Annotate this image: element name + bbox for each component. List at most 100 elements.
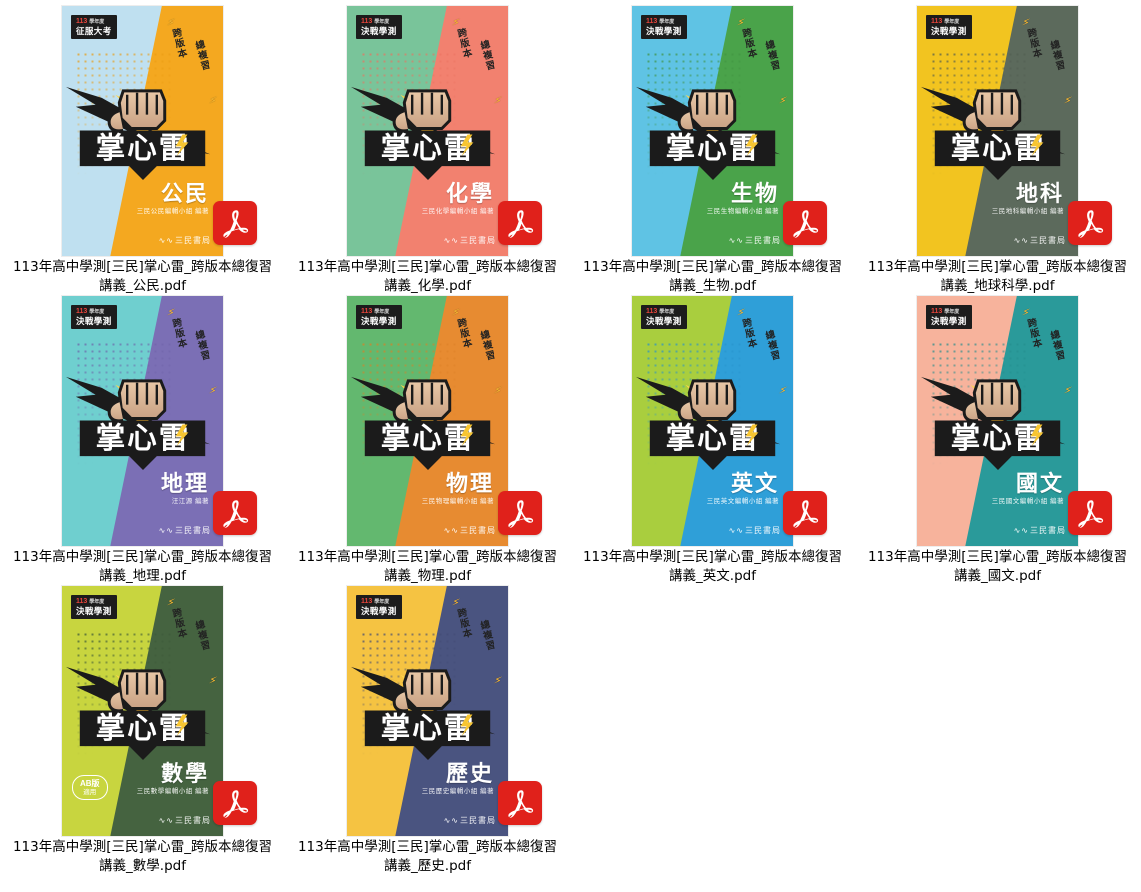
pdf-file-icon[interactable] bbox=[783, 201, 827, 245]
vertical-slogan: 跨版本 總複習 bbox=[438, 602, 500, 682]
file-item-歷史[interactable]: 113 學年度 決戰學測 ⚡ ⚡ 跨版本 總複習 bbox=[285, 580, 570, 874]
vertical-slogan: 跨版本 總複習 bbox=[438, 22, 500, 102]
fist-lightning-logo: 掌心雷 bbox=[347, 651, 508, 766]
thumbnail[interactable]: 113 學年度 決戰學測 ⚡ ⚡ 跨版本 總複習 bbox=[0, 290, 285, 547]
cover-author-line: 三民物理編輯小組 編著 bbox=[421, 497, 494, 505]
file-item-生物[interactable]: 113 學年度 決戰學測 ⚡ ⚡ 跨版本 總複習 bbox=[570, 0, 855, 294]
file-item-公民[interactable]: 113 學年度 征服大考 ⚡ ⚡ 跨版本 總複習 bbox=[0, 0, 285, 294]
badge-year: 113 學年度 bbox=[646, 308, 675, 315]
fist-lightning-graphic: 掌心雷 bbox=[635, 376, 781, 471]
vertical-slogan: 跨版本 總複習 bbox=[723, 312, 785, 392]
thumbnail[interactable]: 113 學年度 決戰學測 ⚡ ⚡ 跨版本 總複習 bbox=[570, 290, 855, 547]
file-item-英文[interactable]: 113 學年度 決戰學測 ⚡ ⚡ 跨版本 總複習 bbox=[570, 290, 855, 584]
publisher-mark: ∿∿三民書局 bbox=[443, 236, 496, 245]
slogan-cross-edition: 跨版本 bbox=[169, 27, 188, 61]
cover-author-line: 汪江源 編著 bbox=[171, 497, 209, 505]
pdf-file-icon[interactable] bbox=[498, 201, 542, 245]
svg-text:掌心雷: 掌心雷 bbox=[666, 130, 761, 165]
cover-author-line: 三民歷史編輯小組 編著 bbox=[421, 787, 494, 795]
file-item-國文[interactable]: 113 學年度 決戰學測 ⚡ ⚡ 跨版本 總複習 bbox=[855, 290, 1140, 584]
adobe-acrobat-glyph bbox=[223, 210, 249, 238]
badge-label: 決戰學測 bbox=[76, 315, 112, 326]
file-item-地科[interactable]: 113 學年度 決戰學測 ⚡ ⚡ 跨版本 總複習 bbox=[855, 0, 1140, 294]
vertical-slogan: 跨版本 總複習 bbox=[153, 22, 215, 102]
slogan-full-review: 總複習 bbox=[477, 39, 496, 73]
svg-text:掌心雷: 掌心雷 bbox=[381, 130, 476, 165]
publisher-mark: ∿∿三民書局 bbox=[728, 236, 781, 245]
slogan-cross-edition: 跨版本 bbox=[1024, 317, 1043, 351]
svg-text:掌心雷: 掌心雷 bbox=[381, 420, 476, 455]
exam-badge: 113 學年度 決戰學測 bbox=[71, 595, 117, 619]
thumbnail[interactable]: 113 學年度 決戰學測 ⚡ ⚡ 跨版本 總複習 bbox=[855, 290, 1140, 547]
pdf-file-icon[interactable] bbox=[498, 491, 542, 535]
cover-author-line: 三民生物編輯小組 編著 bbox=[706, 207, 779, 215]
fist-lightning-graphic: 掌心雷 bbox=[65, 666, 211, 761]
exam-badge: 113 學年度 決戰學測 bbox=[926, 15, 972, 39]
thumbnail[interactable]: 113 學年度 決戰學測 ⚡ ⚡ 跨版本 總複習 bbox=[285, 0, 570, 257]
pdf-file-icon[interactable] bbox=[498, 781, 542, 825]
file-item-數學[interactable]: 113 學年度 決戰學測 ⚡ ⚡ 跨版本 總複習 bbox=[0, 580, 285, 874]
exam-badge: 113 學年度 決戰學測 bbox=[71, 305, 117, 329]
fist-lightning-graphic: 掌心雷 bbox=[350, 86, 496, 181]
pdf-file-icon[interactable] bbox=[1068, 491, 1112, 535]
fist-lightning-logo: 掌心雷 bbox=[632, 361, 793, 476]
file-item-物理[interactable]: 113 學年度 決戰學測 ⚡ ⚡ 跨版本 總複習 bbox=[285, 290, 570, 584]
fist-lightning-graphic: 掌心雷 bbox=[350, 666, 496, 761]
book-cover-thumbnail: 113 學年度 決戰學測 ⚡ ⚡ 跨版本 總複習 bbox=[631, 295, 794, 547]
slogan-cross-edition: 跨版本 bbox=[739, 27, 758, 61]
adobe-acrobat-glyph bbox=[223, 500, 249, 528]
slogan-cross-edition: 跨版本 bbox=[454, 607, 473, 641]
badge-label: 決戰學測 bbox=[646, 315, 682, 326]
thumbnail[interactable]: 113 學年度 決戰學測 ⚡ ⚡ 跨版本 總複習 bbox=[570, 0, 855, 257]
badge-year: 113 學年度 bbox=[931, 18, 960, 25]
book-cover-thumbnail: 113 學年度 決戰學測 ⚡ ⚡ 跨版本 總複習 bbox=[631, 5, 794, 257]
slogan-full-review: 總複習 bbox=[192, 619, 211, 653]
file-name-label: 113年高中學測[三民]掌心雷_跨版本總復習講義_英文.pdf bbox=[582, 549, 843, 585]
badge-label: 征服大考 bbox=[76, 25, 112, 36]
thumbnail[interactable]: 113 學年度 決戰學測 ⚡ ⚡ 跨版本 總複習 bbox=[285, 580, 570, 837]
svg-text:掌心雷: 掌心雷 bbox=[666, 420, 761, 455]
slogan-full-review: 總複習 bbox=[477, 619, 496, 653]
badge-label: 決戰學測 bbox=[76, 605, 112, 616]
pdf-file-icon[interactable] bbox=[213, 201, 257, 245]
file-item-化學[interactable]: 113 學年度 決戰學測 ⚡ ⚡ 跨版本 總複習 bbox=[285, 0, 570, 294]
cover-subject-title: 地科 bbox=[1015, 181, 1064, 206]
cover-subject-title: 物理 bbox=[445, 471, 494, 496]
svg-text:掌心雷: 掌心雷 bbox=[951, 130, 1046, 165]
slogan-full-review: 總複習 bbox=[477, 329, 496, 363]
cover-author-line: 三民數學編輯小組 編著 bbox=[136, 787, 209, 795]
thumbnail[interactable]: 113 學年度 決戰學測 ⚡ ⚡ 跨版本 總複習 bbox=[285, 290, 570, 547]
file-name-label: 113年高中學測[三民]掌心雷_跨版本總復習講義_生物.pdf bbox=[582, 259, 843, 295]
badge-year: 113 學年度 bbox=[76, 308, 105, 315]
svg-text:掌心雷: 掌心雷 bbox=[96, 710, 191, 745]
slogan-cross-edition: 跨版本 bbox=[454, 27, 473, 61]
cover-author-line: 三民化學編輯小組 編著 bbox=[421, 207, 494, 215]
fist-lightning-graphic: 掌心雷 bbox=[920, 86, 1066, 181]
cover-subject-title: 公民 bbox=[160, 181, 209, 206]
vertical-slogan: 跨版本 總複習 bbox=[438, 312, 500, 392]
exam-badge: 113 學年度 決戰學測 bbox=[641, 305, 687, 329]
badge-label: 決戰學測 bbox=[931, 315, 967, 326]
thumbnail[interactable]: 113 學年度 決戰學測 ⚡ ⚡ 跨版本 總複習 bbox=[855, 0, 1140, 257]
publisher-mark: ∿∿三民書局 bbox=[158, 526, 211, 535]
cover-author-line: 三民國文編輯小組 編著 bbox=[991, 497, 1064, 505]
vertical-slogan: 跨版本 總複習 bbox=[153, 602, 215, 682]
book-cover-thumbnail: 113 學年度 決戰學測 ⚡ ⚡ 跨版本 總複習 bbox=[346, 295, 509, 547]
book-cover-thumbnail: 113 學年度 決戰學測 ⚡ ⚡ 跨版本 總複習 bbox=[61, 295, 224, 547]
thumbnail[interactable]: 113 學年度 決戰學測 ⚡ ⚡ 跨版本 總複習 bbox=[0, 580, 285, 837]
badge-label: 決戰學測 bbox=[361, 315, 397, 326]
slogan-full-review: 總複習 bbox=[192, 329, 211, 363]
adobe-acrobat-glyph bbox=[508, 210, 534, 238]
svg-text:掌心雷: 掌心雷 bbox=[951, 420, 1046, 455]
thumbnail[interactable]: 113 學年度 征服大考 ⚡ ⚡ 跨版本 總複習 bbox=[0, 0, 285, 257]
pdf-file-icon[interactable] bbox=[213, 491, 257, 535]
fist-lightning-logo: 掌心雷 bbox=[62, 651, 223, 766]
adobe-acrobat-glyph bbox=[1078, 210, 1104, 238]
pdf-file-icon[interactable] bbox=[783, 491, 827, 535]
pdf-file-icon[interactable] bbox=[1068, 201, 1112, 245]
file-item-地理[interactable]: 113 學年度 決戰學測 ⚡ ⚡ 跨版本 總複習 bbox=[0, 290, 285, 584]
pdf-file-icon[interactable] bbox=[213, 781, 257, 825]
book-cover-thumbnail: 113 學年度 征服大考 ⚡ ⚡ 跨版本 總複習 bbox=[61, 5, 224, 257]
exam-badge: 113 學年度 決戰學測 bbox=[356, 15, 402, 39]
slogan-full-review: 總複習 bbox=[192, 39, 211, 73]
